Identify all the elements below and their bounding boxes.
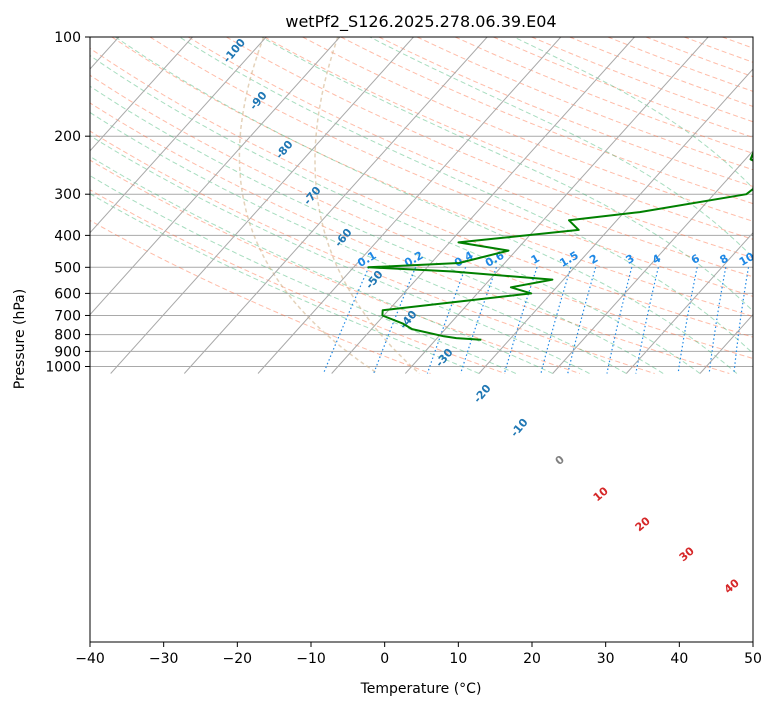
mixing-ratio-line <box>606 267 633 374</box>
dry-adiabat-line <box>149 37 753 297</box>
y-tick-label: 300 <box>54 187 81 203</box>
x-axis-label: Temperature (°C) <box>360 681 482 697</box>
plot-frame <box>89 36 754 643</box>
mixing-ratio-line <box>635 267 659 374</box>
dry-adiabat-line <box>90 159 581 374</box>
isotherm-line <box>90 37 341 316</box>
profile-series <box>367 150 753 341</box>
isotherm-line <box>257 37 562 374</box>
isotherm-line <box>625 231 753 374</box>
dry-adiabat-line <box>90 130 655 374</box>
moist-adiabat-line <box>115 37 738 374</box>
y-tick-label: 500 <box>54 260 81 276</box>
lcl-curves <box>238 37 420 375</box>
moist-adiabat-line <box>90 111 627 374</box>
moist-adiabat-line <box>369 37 753 259</box>
x-tick-label: 10 <box>449 651 467 667</box>
dry-adiabat-line <box>340 37 753 205</box>
x-tick-label: −20 <box>223 651 253 667</box>
y-tick-label: 200 <box>54 129 81 145</box>
moist-adiabat-line <box>261 37 753 312</box>
y-tick-label: 100 <box>54 30 81 46</box>
x-tick-label: 20 <box>523 651 541 667</box>
isotherm-line <box>331 37 635 374</box>
mixing-ratio-line <box>567 267 597 374</box>
isotherm-line <box>110 37 414 374</box>
dry-adiabat-line <box>90 189 506 374</box>
mixing-ratio-label: 10 <box>737 250 757 269</box>
chart-title: wetPf2_S126.2025.278.06.39.E04 <box>285 12 556 32</box>
isotherm-line <box>183 37 488 374</box>
dry-adiabat-line <box>187 37 753 278</box>
x-axis-ticks: −40 −30 −20 −10 0 10 20 30 40 50 <box>75 642 762 667</box>
moist-adiabat-line <box>90 135 590 374</box>
mixing-ratio-line <box>373 267 417 374</box>
pressure-gridlines <box>90 37 753 367</box>
dry-adiabat-line <box>111 37 753 318</box>
x-tick-label: 0 <box>380 651 389 667</box>
isotherm-line <box>699 313 753 374</box>
dry-adiabat-line <box>378 37 753 188</box>
mixing-ratio-line <box>733 267 750 374</box>
mixing-ratio-line <box>503 267 538 374</box>
lcl-curve <box>314 37 420 375</box>
dry-adiabat-line <box>302 37 753 222</box>
y-tick-label: 400 <box>54 228 81 244</box>
x-tick-label: 50 <box>744 651 762 667</box>
x-tick-label: −30 <box>149 651 179 667</box>
dewpoint-profile-line <box>367 150 753 341</box>
moist-adiabats <box>90 37 753 374</box>
dry-adiabats <box>90 37 753 374</box>
y-axis-label: Pressure (hPa) <box>12 289 28 389</box>
moist-adiabat-line <box>513 37 753 189</box>
mixing-ratio-line <box>322 267 370 374</box>
y-tick-label: 600 <box>54 286 81 302</box>
lcl-curve <box>238 37 379 375</box>
y-tick-label: 800 <box>54 328 81 344</box>
mixing-ratio-line <box>708 267 727 374</box>
x-tick-label: −10 <box>296 651 326 667</box>
dry-adiabat-line <box>90 102 730 374</box>
isotherm-line <box>90 37 267 234</box>
x-tick-label: 30 <box>597 651 615 667</box>
mixing-ratio-lines <box>322 267 750 374</box>
dry-adiabat-line <box>90 47 753 338</box>
moist-adiabat-line <box>90 54 701 374</box>
moist-adiabat-line <box>90 175 517 374</box>
moist-adiabat-line <box>179 37 753 355</box>
isotherm-line <box>404 37 709 374</box>
isotherm-line <box>90 37 193 152</box>
isotherm-line <box>478 68 753 374</box>
x-tick-label: 40 <box>670 651 688 667</box>
x-tick-label: −40 <box>75 651 105 667</box>
mixing-ratio-line <box>677 267 698 374</box>
mixing-ratio-line <box>540 267 572 374</box>
y-tick-label: 1000 <box>45 360 81 376</box>
plot-area: 0.10.20.40.611.52346810131620253036-100-… <box>90 37 757 596</box>
y-tick-label: 900 <box>54 344 81 360</box>
dry-adiabat-line <box>90 74 753 360</box>
y-tick-label: 700 <box>54 308 81 324</box>
isotherm-line <box>552 150 753 374</box>
isotherms <box>90 37 753 374</box>
